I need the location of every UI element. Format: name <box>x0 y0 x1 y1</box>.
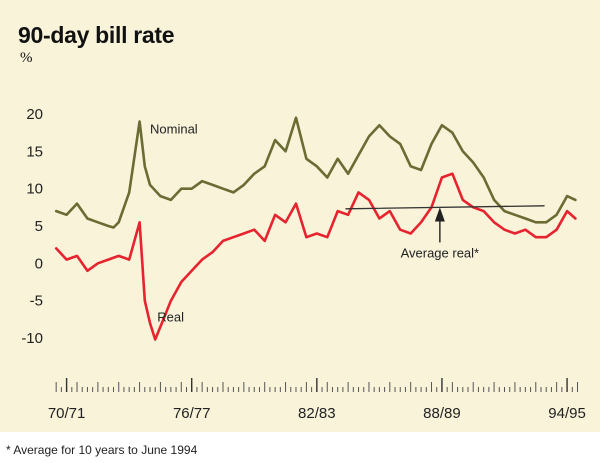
y-tick-label: 5 <box>35 218 43 235</box>
nominal-line <box>54 116 577 229</box>
annotations: Nominal Real Average real* <box>150 121 479 324</box>
real-label: Real <box>157 310 184 325</box>
y-tick-label: -5 <box>30 293 43 310</box>
y-axis-ticks: 20 15 10 5 0 -5 -10 <box>21 106 43 347</box>
footnote: * Average for 10 years to June 1994 <box>6 443 198 457</box>
x-tick-label: 76/77 <box>173 405 211 422</box>
y-tick-label: -10 <box>21 330 43 347</box>
y-axis-unit: % <box>20 50 33 66</box>
average-real-line <box>345 205 545 210</box>
x-tick-label: 82/83 <box>298 405 336 422</box>
chart-title: 90-day bill rate <box>18 22 175 48</box>
y-tick-label: 10 <box>26 181 43 198</box>
x-tick-label: 94/95 <box>548 405 586 422</box>
nominal-label: Nominal <box>150 121 198 136</box>
y-tick-label: 20 <box>26 106 43 123</box>
average-real-label: Average real* <box>401 245 480 260</box>
x-tick-label: 88/89 <box>423 405 461 422</box>
y-tick-label: 15 <box>26 143 43 160</box>
average-arrow-head <box>434 207 445 222</box>
real-line <box>54 172 577 341</box>
x-tick-label: 70/71 <box>48 405 86 422</box>
series-layer <box>54 116 577 341</box>
y-tick-label: 0 <box>35 255 43 272</box>
x-axis: 70/71 76/77 82/83 88/89 94/95 <box>48 378 586 422</box>
